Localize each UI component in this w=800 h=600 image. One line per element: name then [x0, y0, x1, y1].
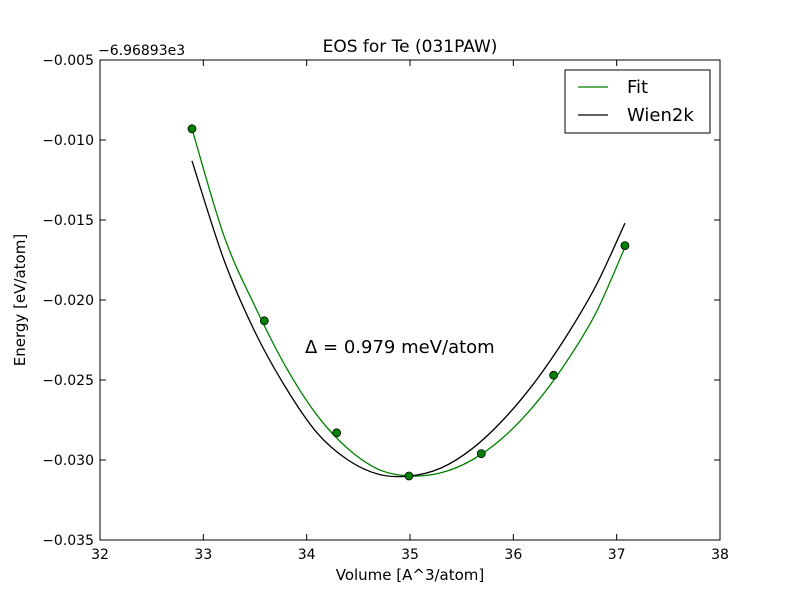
x-tick-label: 32: [91, 547, 109, 563]
y-tick-label: −0.025: [42, 373, 94, 389]
axes-frame: [99, 59, 721, 541]
legend: Fit Wien2k: [564, 69, 711, 134]
plot-background: [100, 60, 720, 540]
data-point: [620, 241, 630, 251]
x-tick-label: 36: [504, 547, 522, 563]
y-axis-label: Energy [eV/atom]: [11, 234, 29, 366]
y-tick-label: −0.010: [42, 133, 94, 149]
plot-frame: [99, 59, 721, 541]
legend-label-fit: Fit: [627, 77, 648, 98]
delta-annotation: Δ = 0.979 meV/atom: [305, 337, 495, 358]
y-tick-label: −0.030: [42, 453, 94, 469]
data-point: [549, 370, 559, 380]
y-tick-label: −0.015: [42, 213, 94, 229]
x-tick-label: 35: [401, 547, 419, 563]
y-tick-label: −0.035: [42, 533, 94, 549]
x-tick-label: 33: [194, 547, 212, 563]
data-point: [404, 471, 414, 481]
x-axis-label: Volume [A^3/atom]: [336, 566, 485, 584]
legend-box: [564, 69, 711, 134]
data-point: [332, 428, 342, 438]
x-tick-label: 38: [711, 547, 729, 563]
axis-ticks: 32 33 34 35 36 37 38 −0.035 −0.030 −0.025 −0.020 −0…: [42, 53, 729, 563]
data-point: [187, 124, 197, 134]
y-tick-label: −0.020: [42, 293, 94, 309]
plot-area: [100, 60, 720, 540]
x-tick-label: 37: [608, 547, 626, 563]
data-point: [476, 449, 486, 459]
y-tick-label: −0.005: [42, 53, 94, 69]
chart-title: EOS for Te (031PAW): [323, 37, 498, 57]
data-point: [259, 316, 269, 326]
y-axis-offset-text: −6.96893e3: [98, 43, 185, 59]
legend-label-wien2k: Wien2k: [627, 105, 694, 126]
series-group: [187, 124, 630, 481]
x-tick-label: 34: [298, 547, 316, 563]
